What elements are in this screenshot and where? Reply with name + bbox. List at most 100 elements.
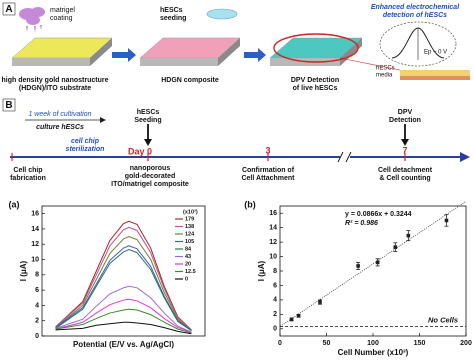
counting-text: Cell detachment [378, 167, 433, 174]
legend-label: 124 [185, 231, 195, 237]
substrate-side [90, 38, 112, 66]
y-tick-label: 14 [269, 225, 277, 232]
y-tick-label: 10 [269, 253, 277, 260]
day-label: 3 [265, 145, 270, 155]
media-text: hESCs [376, 66, 395, 72]
panel-b: B 1 week of cultivation culture hESCs hE… [2, 98, 470, 188]
dpv-text: Detection [389, 117, 421, 124]
x-axis-label: Potential (E/V vs. Ag/AgCl) [73, 340, 174, 349]
sterilization-text: sterilization [66, 146, 105, 153]
label-box [2, 98, 16, 112]
arrow [244, 48, 266, 62]
legend-label: 20 [185, 261, 191, 267]
y-tick-label: 8 [273, 268, 277, 275]
connector [339, 57, 401, 71]
fit-equation: y = 0.0866x + 0.3244 [345, 211, 412, 218]
legend-label: 84 [185, 246, 192, 252]
y-tick-label: 14 [31, 226, 39, 233]
dpv-caption: of live hESCs [293, 85, 338, 92]
substrate-caption: high density gold nanostructure [2, 77, 109, 84]
attachment-text: Cell Attachment [241, 175, 295, 182]
cultivation-text: 1 week of cultivation [28, 111, 91, 118]
composite-text: nanoporous [130, 165, 171, 172]
y-tick-label: 4 [273, 297, 277, 304]
y-tick-label: 6 [35, 287, 39, 294]
counting-text: & Cell counting [379, 175, 430, 182]
substrate-caption: (HDGN)/ITO substrate [19, 85, 91, 92]
panel-a: A matrigel coating hESCs seeding Enhance… [2, 2, 470, 92]
baseline-label: No Cells [428, 316, 458, 325]
y-tick-label: 2 [273, 311, 277, 318]
down-arrow-head [401, 139, 409, 146]
plot-frame [41, 205, 206, 337]
panel-label: (b) [244, 199, 256, 209]
legend-title: (x10³) [183, 208, 198, 215]
sterilization-text: cell chip [71, 138, 100, 145]
panel-label: A [5, 4, 12, 15]
timeline-head [460, 152, 470, 162]
x-tick-label: 100 [367, 340, 379, 347]
data-point [296, 313, 301, 318]
fabrication-text: fabrication [10, 175, 46, 182]
seeding-text: hESCs [160, 7, 183, 14]
x-tick-label: 0 [278, 340, 282, 347]
legend-label: 12.5 [185, 269, 196, 275]
y-axis-label: I (μA) [19, 260, 28, 281]
y-tick-label: 12 [31, 241, 39, 248]
attachment-text: Confirmation of [242, 167, 295, 174]
data-point [289, 317, 294, 322]
data-point [356, 264, 360, 268]
peak-text: Ep ~ 0 V [424, 50, 447, 56]
arrow-head [100, 117, 106, 123]
highlight-ellipse [273, 33, 359, 63]
enhanced-text: Enhanced electrochemical [371, 4, 460, 11]
inset-ellipse [379, 21, 457, 67]
y-tick-label: 8 [35, 272, 39, 279]
seeding-text: Seeding [134, 117, 161, 124]
matrigel-drops [19, 7, 45, 33]
composite-text: ITO/matrigel composite [111, 181, 189, 188]
dpv-curve [55, 245, 192, 332]
dpv-curve [55, 285, 192, 333]
x-tick-label: 150 [414, 340, 426, 347]
fabrication-text: Cell chip [13, 167, 42, 174]
culture-text: culture hESCs [36, 124, 84, 131]
matrigel-text: matrigel [50, 7, 75, 14]
data-point [444, 218, 449, 223]
dpv-curve [55, 308, 192, 334]
data-point [393, 245, 398, 249]
legend-label: 43 [185, 254, 191, 260]
label-box [2, 2, 16, 16]
dpv-curve [55, 298, 192, 333]
composite-text: gold-decorated [125, 173, 176, 180]
arrow [112, 48, 136, 62]
matrigel-text: coating [50, 15, 73, 22]
dpv-curve [55, 249, 192, 332]
y-tick-label: 0 [35, 333, 39, 340]
y-axis-label: I (μA) [257, 260, 266, 281]
legend-label: 105 [185, 239, 194, 245]
y-tick-label: 16 [269, 210, 277, 217]
y-tick-label: 2 [35, 318, 39, 325]
y-tick-label: 16 [31, 210, 39, 217]
y-tick-label: 4 [35, 302, 39, 309]
seeding-text: seeding [160, 15, 186, 22]
dpv-curve [55, 220, 192, 331]
day-label: Day 0 [128, 146, 152, 156]
dpv-text: DPV [398, 109, 413, 116]
legend-label: 179 [185, 216, 194, 222]
substrate-side [12, 58, 90, 66]
r2-label: R² = 0.986 [345, 220, 378, 227]
panel-label: (a) [9, 199, 20, 209]
y-tick-label: 12 [269, 239, 277, 246]
dpv-curve [55, 236, 192, 332]
media-text: media [376, 73, 393, 79]
legend-label: 138 [185, 224, 194, 230]
composite-caption: HDGN composite [161, 77, 219, 84]
data-point [406, 233, 411, 238]
y-tick-label: 10 [31, 256, 39, 263]
inset-slab [400, 76, 470, 80]
day-label: 7 [402, 145, 407, 155]
dpv-curve [55, 226, 192, 331]
x-tick-label: 50 [323, 340, 331, 347]
